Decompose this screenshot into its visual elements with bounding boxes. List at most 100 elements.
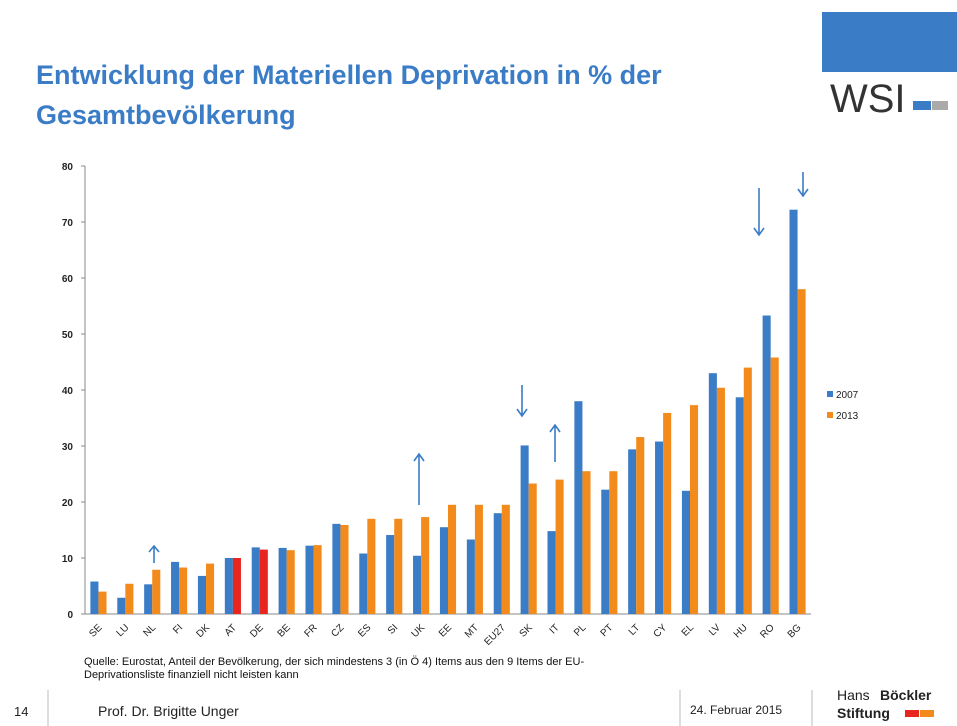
- source: Deprivationsliste finanziell nicht leist…: [84, 669, 299, 681]
- bar: [797, 289, 806, 614]
- bar: [743, 367, 752, 614]
- bar: [125, 583, 134, 614]
- y-tick-label: 60: [62, 274, 74, 285]
- x-tick-label: EE: [437, 622, 454, 639]
- bar: [789, 209, 798, 614]
- x-tick-label: DE: [248, 622, 266, 640]
- bar: [501, 504, 510, 614]
- bar: [582, 471, 591, 614]
- x-tick-label: RO: [758, 622, 777, 641]
- x-tick-label: IT: [548, 622, 562, 636]
- org: Stiftung: [837, 705, 890, 721]
- bar: [232, 558, 241, 614]
- bar: [286, 550, 295, 614]
- bar: [770, 357, 779, 614]
- bar: [197, 575, 206, 614]
- arrow: [148, 544, 160, 563]
- bar: [152, 569, 161, 614]
- x-tick-label: CZ: [329, 622, 346, 639]
- bar: [224, 558, 233, 614]
- x-tick-label: FR: [302, 622, 319, 639]
- bar: [528, 483, 537, 614]
- x-tick-label: UK: [410, 622, 428, 640]
- bar: [332, 523, 341, 614]
- bar: [735, 397, 744, 614]
- bar: [655, 441, 664, 614]
- x-tick-label: PT: [599, 622, 616, 639]
- x-tick-label: FI: [171, 622, 185, 636]
- x-tick-label: LV: [707, 622, 723, 638]
- x-tick-label: EU27: [482, 622, 508, 648]
- source: Quelle: Eurostat, Anteil der Bevölkerung…: [84, 656, 584, 668]
- bar: [313, 545, 322, 614]
- bar: [98, 591, 107, 614]
- bar: [386, 535, 395, 614]
- bar: [601, 489, 610, 614]
- x-tick-label: ES: [356, 622, 373, 639]
- org: Böckler: [880, 687, 932, 703]
- x-tick-label: MT: [463, 622, 481, 640]
- arrow: [413, 452, 425, 505]
- bar: [681, 490, 690, 614]
- bar: [421, 517, 430, 614]
- legend-label: 2007: [836, 390, 859, 401]
- legend-swatch: [827, 391, 833, 397]
- bar: [636, 437, 645, 614]
- y-tick-label: 10: [62, 554, 74, 565]
- bar: [690, 405, 699, 614]
- bar: [762, 315, 771, 614]
- x-tick-label: LT: [627, 622, 643, 638]
- x-tick-label: DK: [195, 622, 213, 640]
- y-tick-label: 0: [67, 610, 73, 621]
- y-tick-label: 80: [62, 162, 74, 173]
- x-tick-label: EL: [680, 622, 697, 639]
- author: Prof. Dr. Brigitte Unger: [98, 703, 239, 719]
- logo-block: [822, 12, 957, 72]
- x-tick-label: LU: [115, 622, 132, 639]
- bar: [493, 513, 502, 614]
- date: 24. Februar 2015: [690, 703, 782, 717]
- bar: [90, 581, 99, 614]
- y-tick-label: 20: [62, 498, 74, 509]
- bar: [448, 504, 457, 614]
- bar: [206, 563, 215, 614]
- x-tick-label: AT: [223, 622, 239, 638]
- bar: [555, 479, 564, 614]
- x-tick-label: NL: [142, 622, 159, 639]
- y-tick-label: 70: [62, 218, 74, 229]
- bar: [278, 547, 287, 614]
- title-line: Entwicklung der Materiellen Deprivation …: [36, 60, 662, 90]
- bar: [716, 387, 725, 614]
- bar: [413, 555, 422, 614]
- bar: [171, 561, 180, 614]
- bar: [144, 584, 153, 614]
- bar: [663, 412, 672, 614]
- y-tick-label: 40: [62, 386, 74, 397]
- title-line: Gesamtbevölkerung: [36, 100, 296, 130]
- bar: [574, 401, 583, 614]
- bar: [520, 445, 529, 614]
- bar: [305, 545, 314, 614]
- logo-bar: [913, 101, 931, 110]
- x-tick-label: HU: [732, 622, 750, 640]
- x-tick-label: CY: [652, 622, 670, 640]
- org: Hans: [837, 687, 870, 703]
- logo-bg: [826, 76, 957, 118]
- bar: [340, 524, 349, 614]
- arrow: [797, 172, 809, 198]
- chart: 0 10 20 30 40 50 60 70 80 SE LU NL FI DK AT DE BE FR CZ ES S…: [62, 162, 859, 648]
- x-tick-label: SE: [87, 622, 104, 639]
- bar: [628, 449, 637, 614]
- bar: [394, 518, 403, 614]
- bar: [466, 539, 475, 614]
- x-tick-label: BG: [786, 622, 804, 640]
- bar: [474, 504, 483, 614]
- bar: [609, 471, 618, 614]
- x-tick-label: BE: [276, 622, 293, 639]
- x-tick-label: PL: [572, 622, 589, 639]
- bar: [251, 547, 260, 614]
- bar: [708, 373, 717, 614]
- bar: [547, 531, 556, 614]
- arrow: [516, 385, 528, 418]
